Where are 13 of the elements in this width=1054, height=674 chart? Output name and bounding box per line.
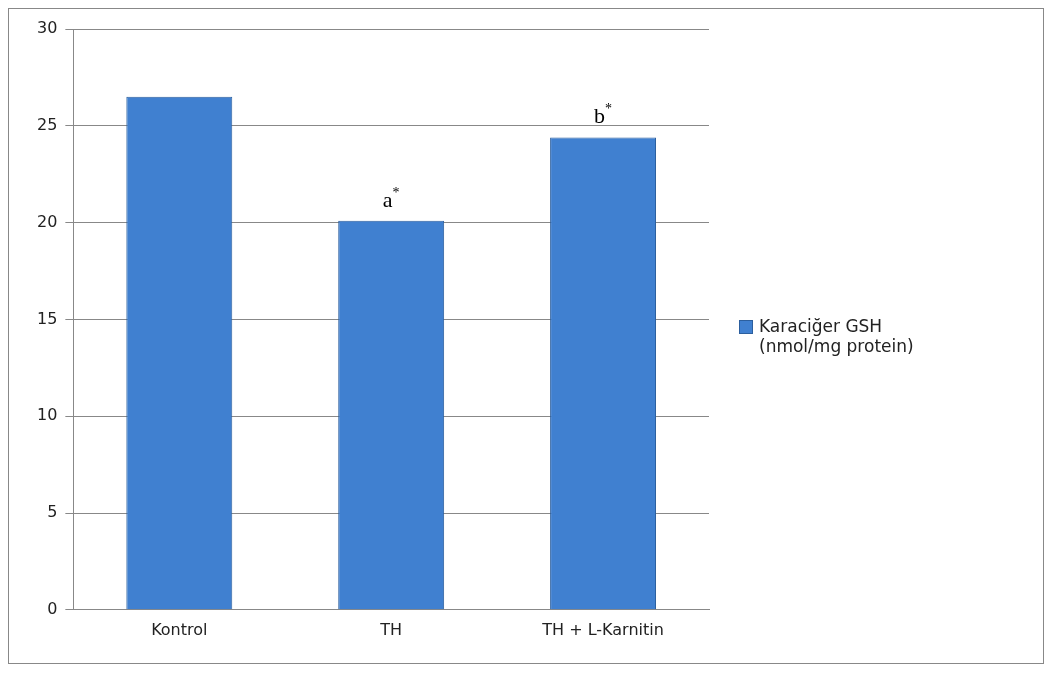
- x-tick-label: TH + L-Karnitin: [541, 619, 664, 639]
- x-tick-label: Kontrol: [151, 619, 208, 639]
- y-tick-label: 5: [47, 502, 58, 522]
- y-tick-label: 15: [37, 308, 58, 328]
- annotation: a*: [382, 184, 400, 212]
- y-tick-label: 30: [37, 18, 58, 38]
- x-tick-label: TH: [379, 619, 403, 639]
- legend-label: Karaciğer GSH (nmol/mg protein): [759, 316, 915, 356]
- y-tick-label: 25: [37, 114, 58, 134]
- y-tick-label: 0: [47, 598, 58, 618]
- y-tick-label: 20: [37, 211, 58, 231]
- y-tick-label: 10: [37, 405, 58, 425]
- annotation: b*: [594, 101, 613, 129]
